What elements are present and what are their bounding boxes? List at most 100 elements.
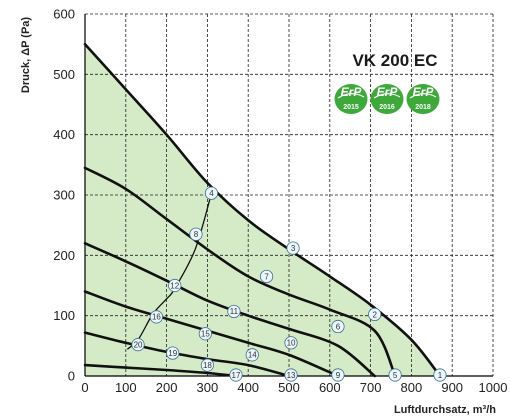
operating-point: 4 <box>204 186 219 200</box>
point-marker <box>331 319 345 334</box>
badge-label: ErP <box>341 85 363 99</box>
operating-area-fill <box>85 44 440 376</box>
point-marker <box>200 358 214 372</box>
operating-point: 6 <box>331 319 345 334</box>
point-label: 16 <box>152 313 161 322</box>
badge-label: ErP <box>377 85 399 99</box>
y-tick-label: 300 <box>53 188 75 203</box>
fan-curve-2 <box>83 166 397 378</box>
axis-ticks: 0 100 200 300 400 500 600 700 800 900 1000 0 100 200 3… <box>53 7 507 396</box>
badge-year: 2016 <box>379 104 395 111</box>
point-marker <box>149 310 163 324</box>
badge-year: 2018 <box>415 104 431 111</box>
point-marker <box>245 348 259 362</box>
operating-point: 17 <box>229 368 243 382</box>
badge-swoosh <box>337 93 365 99</box>
erp-badge: ErP 2015 <box>334 84 368 114</box>
operating-point: 19 <box>166 346 180 360</box>
erp-badges: ErP 2015 ErP 2016 ErP 2018 <box>334 84 440 114</box>
point-label: 14 <box>248 351 257 360</box>
chart-title: VK 200 EC <box>352 51 437 70</box>
point-marker <box>388 368 402 382</box>
badge-swoosh <box>373 93 401 99</box>
point-label: 6 <box>336 322 341 331</box>
operating-point: 14 <box>245 348 259 362</box>
badge-background <box>370 84 404 114</box>
x-tick-label: 600 <box>319 380 341 395</box>
y-tick-label: 200 <box>53 248 75 263</box>
fan-curve-6 <box>83 363 238 378</box>
y-tick-label: 500 <box>53 67 75 82</box>
badge-year: 2015 <box>343 104 359 111</box>
x-axis-label: Luftdurchsatz, m³/h <box>394 404 496 416</box>
point-label: 18 <box>203 361 212 370</box>
point-label: 17 <box>232 371 241 380</box>
x-tick-label: 200 <box>156 380 178 395</box>
point-marker <box>189 227 203 241</box>
point-label: 15 <box>201 330 210 339</box>
operating-point: 11 <box>227 304 241 319</box>
operating-point: 2 <box>368 307 382 322</box>
point-marker <box>229 368 243 382</box>
operating-point: 12 <box>168 278 182 293</box>
point-marker <box>259 269 274 284</box>
point-marker <box>198 327 212 341</box>
fan-curve-1 <box>83 42 442 378</box>
operating-area <box>85 44 440 376</box>
x-tick-label: 400 <box>237 380 259 395</box>
operating-point: 13 <box>284 368 298 382</box>
point-marker <box>433 368 447 382</box>
point-label: 10 <box>287 339 296 348</box>
operating-point: 1 <box>433 368 447 382</box>
fan-curve-3 <box>83 242 376 378</box>
point-marker <box>168 278 182 293</box>
operating-point: 10 <box>284 336 298 350</box>
x-tick-label: 0 <box>81 380 88 395</box>
x-tick-label: 100 <box>115 380 137 395</box>
operating-point: 5 <box>388 368 402 382</box>
y-tick-label: 400 <box>53 127 75 142</box>
point-marker <box>368 307 382 322</box>
erp-badge: ErP 2018 <box>406 84 440 114</box>
operating-point: 3 <box>286 241 300 255</box>
point-label: 9 <box>336 371 341 380</box>
erp-badge: ErP 2016 <box>370 84 404 114</box>
point-marker <box>286 241 300 255</box>
point-marker <box>331 368 345 382</box>
point-label: 13 <box>287 371 296 380</box>
point-label: 2 <box>372 310 377 319</box>
point-label: 11 <box>230 307 239 316</box>
operating-point: 18 <box>200 358 214 372</box>
y-tick-label: 600 <box>53 7 75 22</box>
point-marker <box>227 304 241 319</box>
point-marker <box>284 336 298 350</box>
point-marker <box>204 186 219 200</box>
point-marker <box>166 346 180 360</box>
point-label: 4 <box>209 189 214 198</box>
badge-label: ErP <box>413 85 435 99</box>
badge-background <box>406 84 440 114</box>
point-label: 20 <box>134 340 143 349</box>
x-tick-label: 700 <box>360 380 382 395</box>
y-tick-label: 100 <box>53 308 75 323</box>
x-tick-label: 500 <box>278 380 300 395</box>
point-label: 12 <box>170 281 179 290</box>
point-marker <box>131 338 145 352</box>
x-tick-label: 300 <box>197 380 219 395</box>
point-marker <box>284 368 298 382</box>
fan-curve-5 <box>83 331 291 378</box>
x-tick-label: 1000 <box>479 380 508 395</box>
operating-point: 7 <box>259 269 274 284</box>
operating-point: 9 <box>331 368 345 382</box>
operating-point: 8 <box>189 227 203 241</box>
y-tick-label: 0 <box>68 369 75 384</box>
point-label: 5 <box>393 371 398 380</box>
point-label: 19 <box>168 349 177 358</box>
point-label: 8 <box>194 230 199 239</box>
badge-swoosh <box>409 93 437 99</box>
badge-background <box>334 84 368 114</box>
x-tick-label: 900 <box>441 380 463 395</box>
point-label: 3 <box>291 244 296 253</box>
